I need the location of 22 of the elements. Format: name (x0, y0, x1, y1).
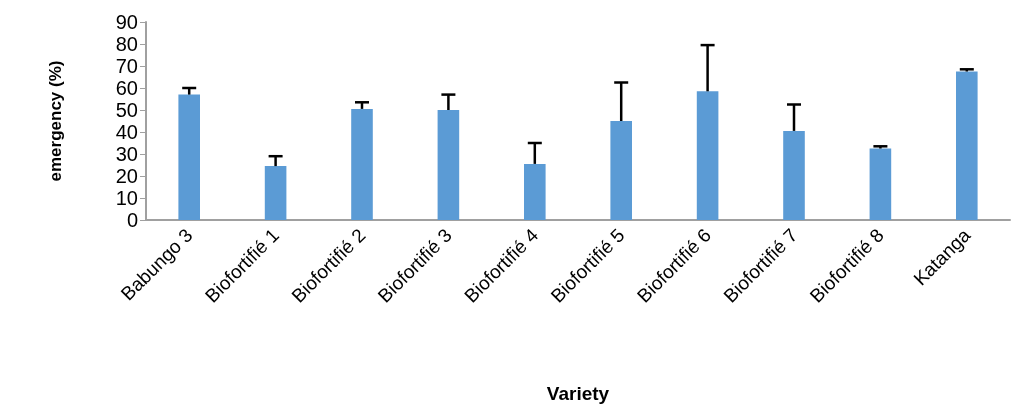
y-tick-label: 90 (115, 11, 138, 33)
y-tick-label: 80 (115, 33, 138, 55)
y-tick-label: 70 (115, 55, 138, 77)
bar (869, 148, 892, 220)
y-tick-label: 0 (126, 209, 138, 231)
bar (437, 110, 460, 220)
bar (524, 163, 546, 220)
x-axis-title: Variety (546, 383, 610, 404)
bar (351, 108, 373, 220)
bar (178, 94, 200, 220)
y-axis-title: emergency (%) (46, 60, 65, 182)
y-tick-label: 50 (115, 99, 138, 121)
y-tick-label: 30 (115, 143, 138, 165)
bar (783, 130, 805, 220)
y-tick-label: 20 (115, 165, 138, 187)
bar (696, 91, 719, 220)
y-tick-label: 10 (115, 187, 138, 209)
bar (956, 71, 978, 220)
bar (264, 166, 287, 220)
bar (610, 121, 632, 220)
y-tick-label: 60 (115, 77, 138, 99)
y-tick-label: 40 (115, 121, 138, 143)
